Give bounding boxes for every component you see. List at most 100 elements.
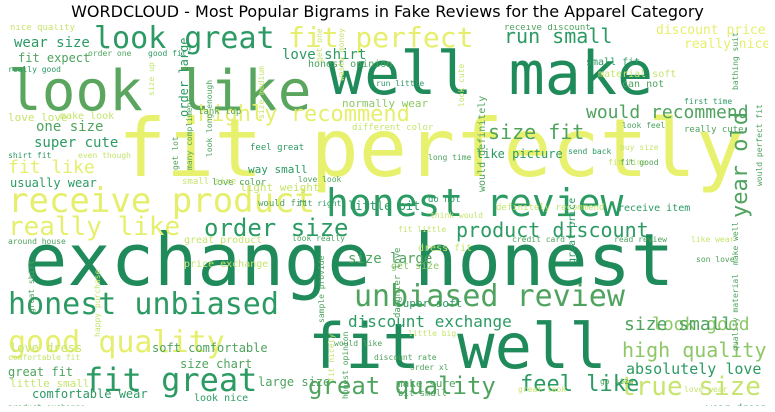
word-fit-well: fit well <box>308 310 607 383</box>
word-product-exchange: product exchange <box>8 404 85 407</box>
word-great-fit: great fit <box>8 365 74 379</box>
word-send-back: send back <box>568 147 612 156</box>
word-size-fit: size fit <box>488 120 585 144</box>
word-look-nice: look nice <box>194 393 249 404</box>
word-absolutely-love: absolutely love <box>626 360 762 378</box>
word-wear-dress: wear dress <box>706 404 766 407</box>
word-discount-exchange: discount exchange <box>348 312 512 331</box>
word-price-exchange: price exchange <box>184 259 269 270</box>
word-size-medium: size medium <box>257 66 266 119</box>
word-love-look: love look <box>298 175 342 184</box>
word-feel-like: feel like <box>520 372 640 397</box>
word-definitely-recommend: definitely recommend <box>496 203 605 213</box>
word-normally-wear: normally wear <box>342 97 429 110</box>
word-feel-great: feel great <box>250 143 305 153</box>
word-super-soft: super soft <box>396 297 463 310</box>
word-honest-review: honest review <box>326 181 624 225</box>
word-discount-rate: discount rate <box>374 353 437 362</box>
word-great-product: great product <box>184 235 263 246</box>
word-small-fit: small fit <box>586 57 641 68</box>
word-usually-wear: usually wear <box>10 176 97 190</box>
word-highly-recommend: highly recommend <box>198 102 410 127</box>
word-fit-perfect: fit perfect <box>288 24 474 54</box>
word-order-one: order one <box>88 49 132 58</box>
word-different-color: different color <box>352 123 434 133</box>
word-fit-perfectly: fit perfectly <box>118 102 745 195</box>
word-credit-card: credit card <box>512 235 565 244</box>
word-unbiased-review: unbiased review <box>354 279 625 314</box>
word-look-good: look good <box>652 314 750 335</box>
word-dress-fit: dress fit <box>418 243 473 254</box>
word-little-small: little small <box>10 377 90 390</box>
word-can-not: can not <box>622 79 665 90</box>
word-fit-right: fit right <box>298 199 342 208</box>
word-well-make: well make <box>328 39 654 109</box>
word-really-cute: really cute <box>684 125 744 135</box>
word-really-good: really good <box>8 65 61 74</box>
word-make-look: make look <box>60 111 115 122</box>
word-look-really: look really <box>292 234 345 243</box>
word-light-weight: light weight <box>240 181 320 194</box>
word-great-look: great look <box>518 385 567 394</box>
word-buy-size: buy size <box>620 143 659 152</box>
word-size-up: size up <box>147 62 156 96</box>
word-great-quality: great quality <box>308 372 496 400</box>
word-receive-product: receive product <box>8 181 316 221</box>
word-fit-little: fit little <box>398 225 447 234</box>
word-shirt-fit: shirt fit <box>8 151 52 160</box>
word-soft-comfortable: soft comfortable <box>152 341 268 355</box>
word-honest-opinion: honest opinion <box>308 59 393 70</box>
word-get-size: get size <box>391 261 440 272</box>
word-bathing-suit: bathing suit <box>731 32 740 90</box>
word-would-like: would like <box>334 339 383 348</box>
word-nice-quality: nice quality <box>10 24 76 33</box>
word-quality-material: quality material <box>731 273 740 351</box>
word-cloud: fit perfectly exchange honest well make loo… <box>8 24 768 406</box>
word-comfortable-wear: comfortable wear <box>32 387 148 401</box>
word-way-small: way small <box>248 163 308 176</box>
word-daughter-love: daughter love <box>393 247 403 318</box>
word-fit-good: fit good <box>620 158 659 167</box>
word-love-wear: love wear <box>684 385 728 394</box>
word-sample-provide: sample provide <box>317 255 326 323</box>
word-small-size: small size <box>182 177 237 187</box>
word-like-picture: like picture <box>476 147 563 161</box>
word-even-though: even though <box>78 151 131 160</box>
word-high-quality: high quality <box>622 338 767 362</box>
word-would-perfect-fit: would perfect fit <box>755 104 764 186</box>
word-little-big: little big <box>408 329 457 338</box>
word-size-chart: size chart <box>180 357 253 371</box>
word-honest-opinion: honest opinion <box>341 331 350 399</box>
word-discount-price: discount price <box>656 24 766 38</box>
word-fit-fine: fit fine <box>608 158 647 167</box>
word-read-review: read review <box>614 235 667 244</box>
word-around-house: around house <box>8 237 66 246</box>
word-tank-top: tank top <box>198 107 242 117</box>
word-good-fit: good fit <box>148 49 187 58</box>
word-get-lot: get lot <box>171 136 180 170</box>
word-fit-expect: fit expect <box>18 51 91 65</box>
word-little-bit: little bit <box>348 199 421 213</box>
chart-title: WORDCLOUD - Most Popular Bigrams in Fake… <box>71 2 704 21</box>
word-order-size: order size <box>204 214 349 242</box>
word-great-shirt: great shirt <box>27 260 36 313</box>
word-run-little: run little <box>376 79 425 88</box>
word-large-size: large size <box>258 375 331 389</box>
word-waste-money: waste money <box>337 28 346 81</box>
word-look-feel: look feel <box>622 121 666 130</box>
word-exchange-honest: exchange honest <box>24 218 675 302</box>
word-love-color: love color <box>212 178 267 188</box>
word-happy-purchase: happy purchase <box>93 269 102 337</box>
word-would-recommend: would recommend <box>586 102 749 123</box>
word-love-love: love love <box>8 111 68 124</box>
word-look-cute: look cute <box>457 63 466 107</box>
word-look-like: look like <box>8 59 312 124</box>
word-super-cute: super cute <box>34 135 119 151</box>
word-get-one: get one <box>315 28 324 62</box>
word-true-size: true size <box>620 372 761 402</box>
word-make-well: make well <box>731 221 740 265</box>
word-wear-size: wear size <box>14 35 90 51</box>
word-first-time: first time <box>684 97 733 106</box>
word-good-quality: good quality <box>8 325 225 360</box>
word-size-small: size small <box>624 314 733 335</box>
